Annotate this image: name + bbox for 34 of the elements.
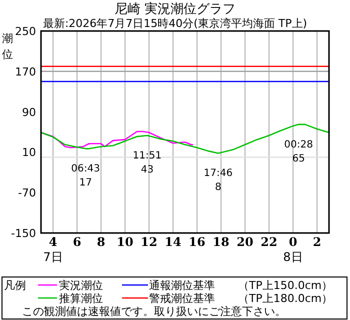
legend-label: 実況潮位: [59, 279, 103, 292]
annotation: 11:51 43: [132, 150, 162, 176]
text: この観測値は速報値です。取り扱いにご注意下さい。: [22, 305, 286, 318]
annotation: 06:43 17: [71, 164, 100, 189]
x-tick-label: 6: [72, 235, 82, 249]
x-tick-label: 0: [288, 235, 298, 249]
line-series: [40, 130, 194, 148]
text: 7日: [43, 250, 63, 264]
y-tick-label: 90: [22, 106, 36, 119]
x-tick-label: 14: [164, 235, 182, 249]
legend-label: 推算潮位: [59, 292, 103, 305]
x-tick-label: 12: [140, 235, 158, 249]
y-tick-label: -70: [18, 186, 36, 200]
y-tick-label: 250: [15, 25, 36, 38]
y-tick-label: 170: [15, 65, 36, 78]
text: 8日: [283, 250, 303, 264]
annotation: 17:46 8: [204, 168, 233, 194]
x-tick-label: 8: [96, 235, 106, 249]
x-tick-label: 20: [236, 235, 254, 249]
x-tick-label: 4: [48, 235, 58, 249]
x-tick-label: 18: [212, 235, 230, 249]
text: 警戒潮位基準 （TP上180.0cm）: [149, 292, 333, 305]
chart-title: 尼崎 実況潮位グラフ: [114, 1, 236, 17]
y-tick-label: 10: [22, 146, 36, 160]
y-tick-label: -150: [11, 227, 36, 240]
legend-title: 凡例: [4, 279, 26, 292]
annotation: 00:28 65: [284, 139, 314, 164]
chart-subtitle: 最新:2026年7月7日15時40分(東京湾平均海面 TP上): [42, 17, 308, 30]
x-tick-label: 22: [260, 235, 278, 249]
x-tick-label: 10: [116, 235, 134, 249]
x-tick-label: 16: [188, 235, 206, 249]
text: 通報潮位基準 （TP上150.0cm）: [149, 279, 333, 292]
x-tick-label: 2: [312, 235, 322, 249]
y-axis-title: 潮位: [2, 32, 13, 61]
